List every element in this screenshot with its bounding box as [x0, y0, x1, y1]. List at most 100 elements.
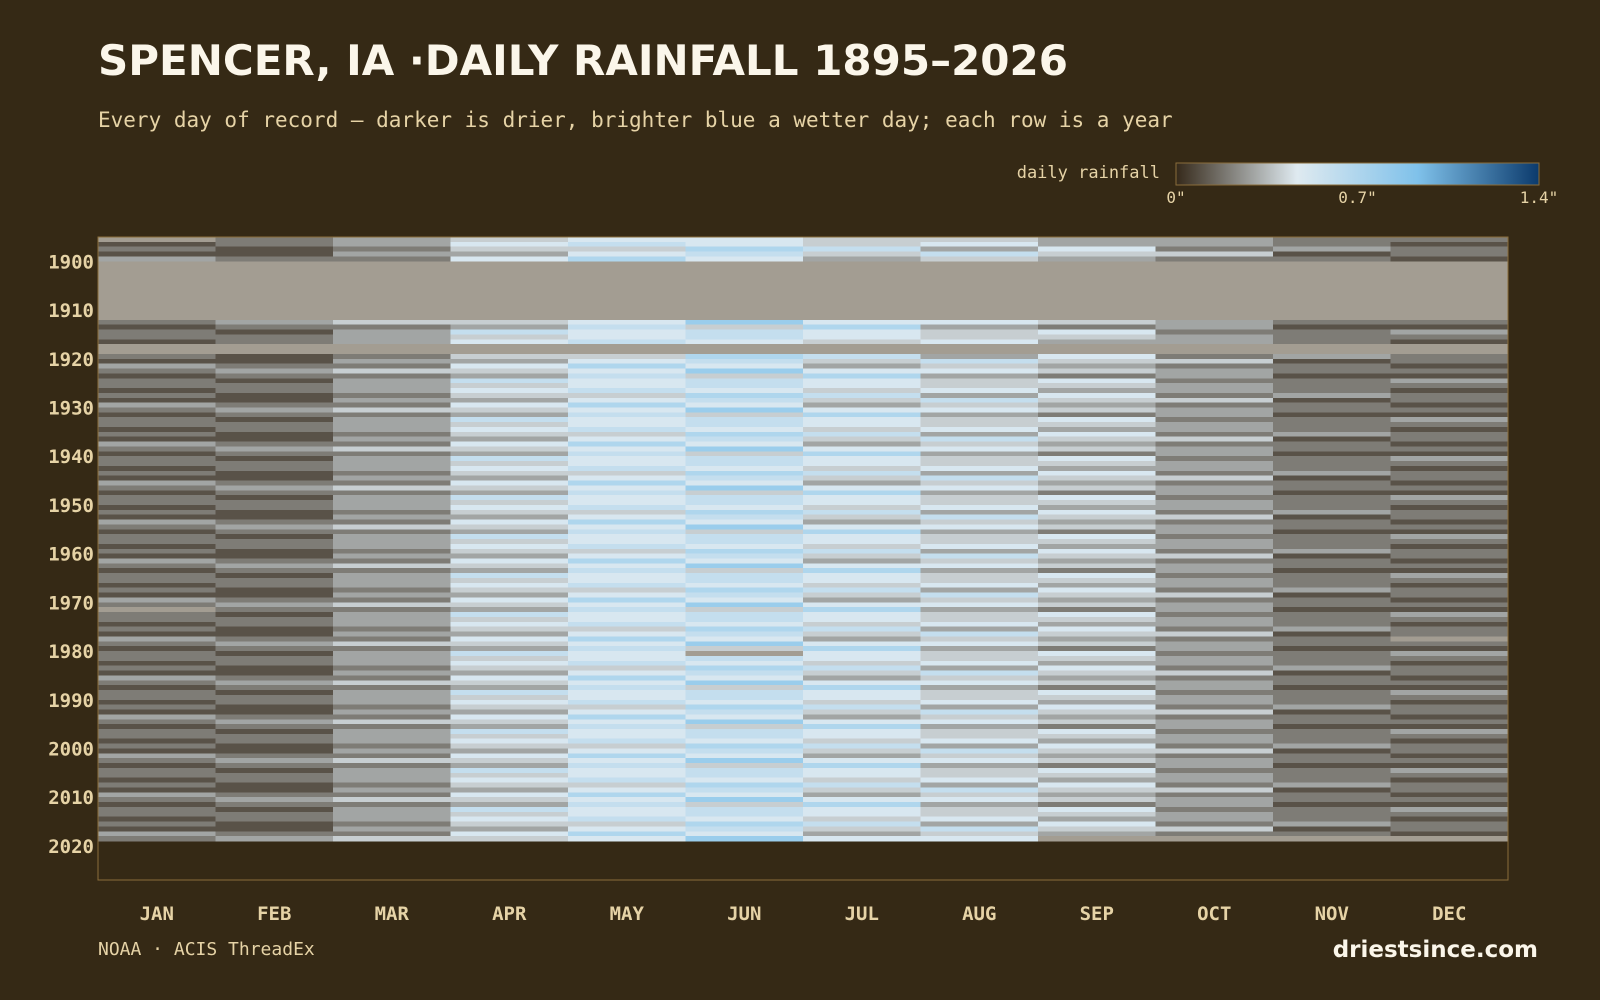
cell	[1273, 300, 1391, 306]
cell	[333, 802, 451, 808]
cell	[568, 748, 686, 754]
cell	[1038, 534, 1156, 540]
cell	[1390, 329, 1509, 335]
cell	[1390, 763, 1509, 769]
cell	[450, 324, 569, 330]
cell	[1390, 646, 1509, 652]
cell	[803, 548, 921, 554]
cell	[450, 616, 569, 623]
cell	[98, 451, 216, 457]
cell	[333, 758, 451, 764]
cell	[333, 699, 451, 705]
cell	[568, 441, 686, 447]
cell	[1273, 802, 1391, 808]
cell	[1273, 431, 1391, 438]
cell	[333, 509, 451, 515]
cell	[333, 319, 451, 325]
cell	[215, 826, 334, 832]
cell	[920, 792, 1039, 798]
cell	[1038, 582, 1156, 589]
cell	[450, 646, 569, 652]
cell	[568, 261, 686, 267]
cell	[1273, 280, 1391, 287]
cell	[1155, 397, 1274, 403]
cell	[803, 353, 921, 360]
cell	[450, 743, 569, 749]
cell	[1155, 665, 1274, 671]
cell	[333, 480, 451, 486]
cell	[450, 529, 569, 535]
cell	[450, 724, 569, 730]
cell	[98, 500, 216, 506]
cell	[98, 641, 216, 647]
cell	[803, 792, 921, 798]
cell	[1155, 733, 1274, 740]
cell	[450, 475, 569, 481]
cell	[1390, 256, 1509, 262]
cell	[920, 426, 1039, 433]
cell	[803, 314, 921, 321]
cell	[333, 285, 451, 291]
cell	[803, 753, 921, 759]
cell	[1390, 699, 1509, 705]
cell	[568, 431, 686, 438]
cell	[920, 763, 1039, 769]
cell	[98, 363, 216, 369]
cell	[685, 358, 804, 364]
cell	[215, 431, 334, 438]
subtitle: Every day of record — darker is drier, b…	[98, 108, 1173, 132]
cell	[568, 577, 686, 584]
cell	[1390, 490, 1509, 496]
x-tick-label: MAR	[375, 903, 410, 925]
cell	[333, 553, 451, 559]
cell	[803, 412, 921, 418]
cell	[98, 782, 216, 788]
cell	[1273, 290, 1391, 296]
cell	[333, 334, 451, 340]
y-tick-label: 2020	[48, 836, 94, 858]
cell	[215, 417, 334, 423]
cell	[803, 573, 921, 579]
cell	[920, 553, 1039, 559]
cell	[803, 529, 921, 535]
cell	[1038, 772, 1156, 779]
cell	[1273, 422, 1391, 428]
cell	[1155, 563, 1274, 569]
cell	[1155, 719, 1274, 725]
cell	[1155, 534, 1274, 540]
cell	[1155, 772, 1274, 779]
cell	[920, 436, 1039, 442]
cell	[685, 397, 804, 403]
cell	[1038, 767, 1156, 774]
cell	[215, 529, 334, 535]
cell	[333, 582, 451, 589]
cell	[568, 763, 686, 769]
cell	[333, 251, 451, 257]
cell	[1273, 733, 1391, 740]
cell	[1390, 758, 1509, 764]
cell	[1273, 699, 1391, 705]
cell	[215, 787, 334, 793]
cell	[333, 641, 451, 647]
cell	[1390, 636, 1509, 642]
cell	[1390, 728, 1509, 735]
cell	[333, 534, 451, 540]
cell	[1155, 271, 1274, 277]
cell	[215, 266, 334, 272]
cell	[803, 607, 921, 613]
cell	[568, 621, 686, 627]
cell	[1038, 777, 1156, 783]
cell	[1390, 237, 1509, 243]
cell	[215, 436, 334, 442]
cell	[1273, 704, 1391, 710]
cell	[685, 806, 804, 813]
cell	[1155, 519, 1274, 525]
cell	[568, 777, 686, 783]
cell	[333, 548, 451, 554]
cell	[450, 836, 569, 842]
cell	[1273, 373, 1391, 379]
cell	[685, 300, 804, 306]
cell	[568, 753, 686, 759]
cell	[685, 690, 804, 696]
cell	[803, 383, 921, 389]
